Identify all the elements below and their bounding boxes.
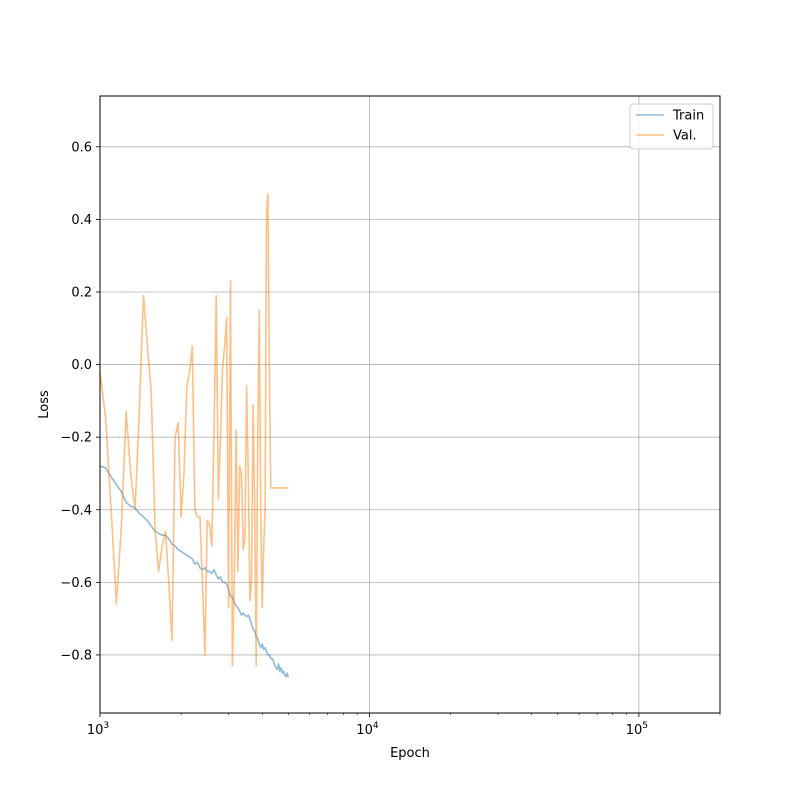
y-tick-label: 0.2 [71,285,92,300]
plot-frame [99,95,721,714]
x-tick-exponent: 3 [103,721,109,731]
y-tick-label: 0.0 [71,358,92,373]
series-lines [99,193,290,678]
y-tick-label: 0.6 [71,140,92,155]
series-line-val [99,193,289,667]
legend-label: Train [672,109,704,124]
y-tick-label: −0.6 [60,576,92,591]
x-tick-exponent: 5 [642,721,648,731]
y-tick-label: −0.2 [60,431,92,446]
y-tick-label: 0.4 [71,213,92,228]
x-axis-label: Epoch [390,746,430,761]
legend: Train Val. [629,103,714,150]
legend-label: Val. [673,129,697,144]
y-axis-label: Loss [37,390,52,419]
y-tick-label: −0.4 [60,503,92,518]
y-tick-label: −0.8 [60,648,92,663]
x-tick-exponent: 4 [373,721,379,731]
